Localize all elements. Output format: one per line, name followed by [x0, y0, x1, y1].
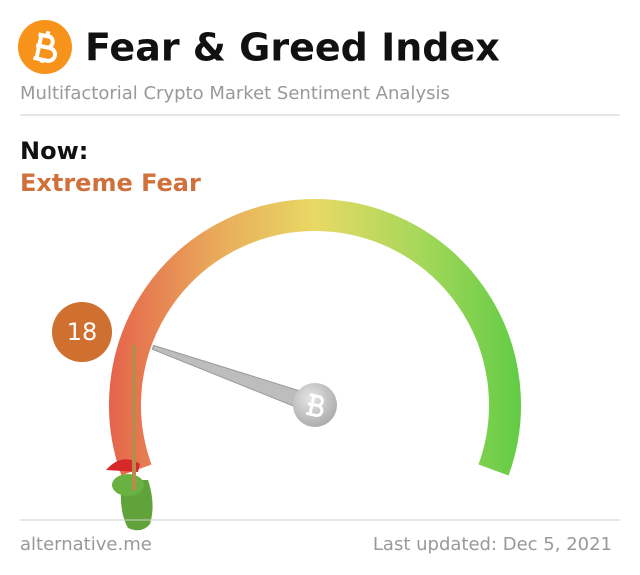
gauge: 18	[52, 199, 521, 476]
logo	[18, 20, 72, 74]
now-label: Now:	[20, 137, 88, 165]
subtitle: Multifactorial Crypto Market Sentiment A…	[20, 83, 450, 104]
updated: Last updated: Dec 5, 2021	[373, 534, 612, 555]
hub-symbol	[305, 393, 324, 417]
mascot	[106, 345, 153, 531]
value-badge	[52, 302, 112, 362]
source: alternative.me	[20, 534, 152, 555]
classification: Extreme Fear	[20, 169, 201, 197]
gauge-arc	[109, 199, 521, 476]
value-label: 18	[67, 318, 98, 346]
title: Fear & Greed Index	[85, 26, 500, 70]
